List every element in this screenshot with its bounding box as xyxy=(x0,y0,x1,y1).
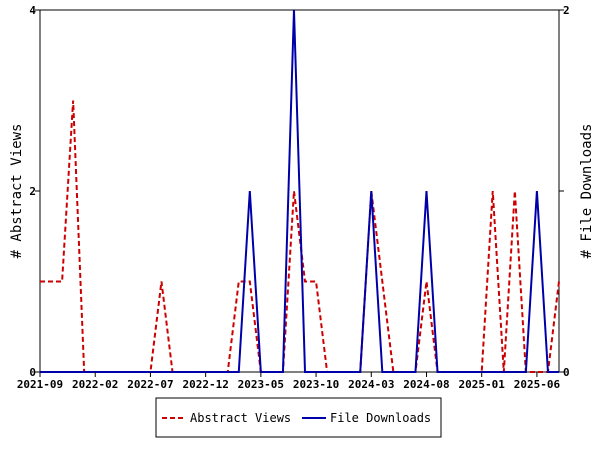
x-tick-label: 2025-06 xyxy=(514,378,561,391)
x-tick-label: 2025-01 xyxy=(459,378,506,391)
x-tick-label: 2022-02 xyxy=(72,378,118,391)
y2-tick-label: 0 xyxy=(563,366,570,379)
y-tick-label: 2 xyxy=(29,185,36,198)
x-axis: 2021-09 2022-02 2022-07 2022-12 2023-05 2023-… xyxy=(17,372,561,391)
y-tick-label: 4 xyxy=(29,4,36,17)
y-tick-label: 0 xyxy=(29,366,36,379)
x-tick-label: 2021-09 xyxy=(17,378,63,391)
series-layer xyxy=(40,9,560,373)
x-tick-label: 2023-10 xyxy=(293,378,339,391)
x-tick-label: 2022-12 xyxy=(182,378,228,391)
series-line-file-downloads xyxy=(40,9,559,373)
legend-box xyxy=(155,397,442,438)
y2-axis-title: # File Downloads xyxy=(579,124,595,259)
y-axis-right: 02 xyxy=(559,4,570,379)
y-axis-left: 0 2 4 xyxy=(29,4,40,379)
y-axis-title: # Abstract Views xyxy=(9,124,25,259)
y2-tick-label: 2 xyxy=(563,4,570,17)
legend: Abstract Views File Downloads xyxy=(155,397,442,438)
x-tick-label: 2022-07 xyxy=(127,378,173,391)
x-tick-label: 2023-05 xyxy=(238,378,284,391)
x-tick-label: 2024-03 xyxy=(348,378,394,391)
legend-label-file-downloads: File Downloads xyxy=(330,411,431,425)
legend-label-abstract-views: Abstract Views xyxy=(190,411,291,425)
x-tick-label: 2024-08 xyxy=(403,378,449,391)
